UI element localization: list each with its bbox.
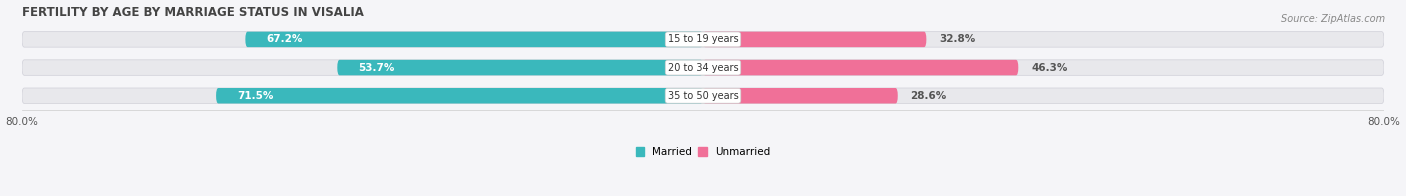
FancyBboxPatch shape — [22, 60, 1384, 75]
Text: FERTILITY BY AGE BY MARRIAGE STATUS IN VISALIA: FERTILITY BY AGE BY MARRIAGE STATUS IN V… — [22, 5, 364, 19]
FancyBboxPatch shape — [22, 88, 1384, 103]
FancyBboxPatch shape — [246, 32, 703, 47]
FancyBboxPatch shape — [22, 32, 1384, 47]
Text: 71.5%: 71.5% — [238, 91, 274, 101]
Text: 35 to 50 years: 35 to 50 years — [668, 91, 738, 101]
FancyBboxPatch shape — [703, 60, 1018, 75]
Text: 28.6%: 28.6% — [911, 91, 946, 101]
Text: 32.8%: 32.8% — [939, 34, 976, 44]
FancyBboxPatch shape — [703, 32, 927, 47]
FancyBboxPatch shape — [337, 60, 703, 75]
Text: 53.7%: 53.7% — [359, 63, 395, 73]
Legend: Married, Unmarried: Married, Unmarried — [636, 147, 770, 157]
Text: 15 to 19 years: 15 to 19 years — [668, 34, 738, 44]
FancyBboxPatch shape — [217, 88, 703, 103]
Text: Source: ZipAtlas.com: Source: ZipAtlas.com — [1281, 14, 1385, 24]
FancyBboxPatch shape — [703, 88, 898, 103]
Text: 20 to 34 years: 20 to 34 years — [668, 63, 738, 73]
Text: 67.2%: 67.2% — [267, 34, 304, 44]
Text: 46.3%: 46.3% — [1031, 63, 1067, 73]
